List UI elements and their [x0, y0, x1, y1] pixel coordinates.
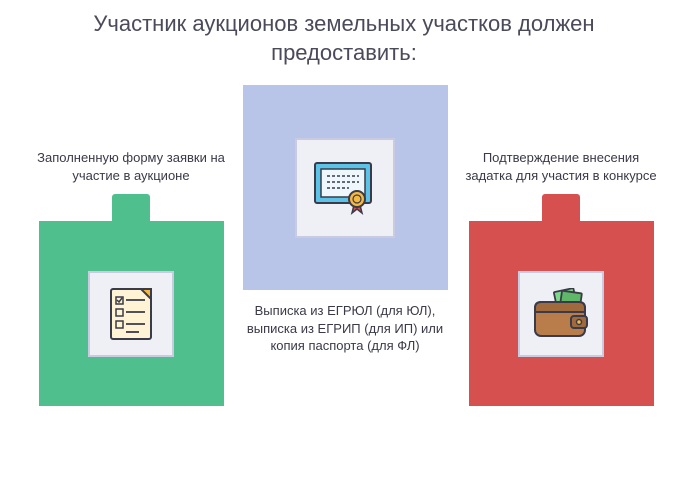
card-center-inner — [295, 138, 395, 238]
card-center-label: Выписка из ЕГРЮЛ (для ЮЛ), выписка из ЕГ… — [240, 302, 450, 355]
card-left-inner — [88, 271, 174, 357]
wallet-icon — [531, 288, 591, 340]
card-right-tab — [542, 194, 580, 222]
certificate-icon — [311, 159, 379, 217]
page-title: Участник аукционов земельных участков до… — [0, 0, 688, 67]
card-left-box — [39, 221, 224, 406]
card-center-box — [243, 85, 448, 290]
card-right-inner — [518, 271, 604, 357]
card-left-label: Заполненную форму заявки на участие в ау… — [26, 149, 236, 184]
form-icon — [105, 285, 157, 343]
card-right-box — [469, 221, 654, 406]
card-right-label: Подтверждение внесения задатка для участ… — [456, 149, 666, 184]
card-left: Заполненную форму заявки на участие в ау… — [26, 149, 236, 406]
card-left-tab — [112, 194, 150, 222]
cards-container: Заполненную форму заявки на участие в ау… — [0, 67, 688, 497]
card-right: Подтверждение внесения задатка для участ… — [456, 149, 666, 406]
card-center: Выписка из ЕГРЮЛ (для ЮЛ), выписка из ЕГ… — [240, 85, 450, 355]
